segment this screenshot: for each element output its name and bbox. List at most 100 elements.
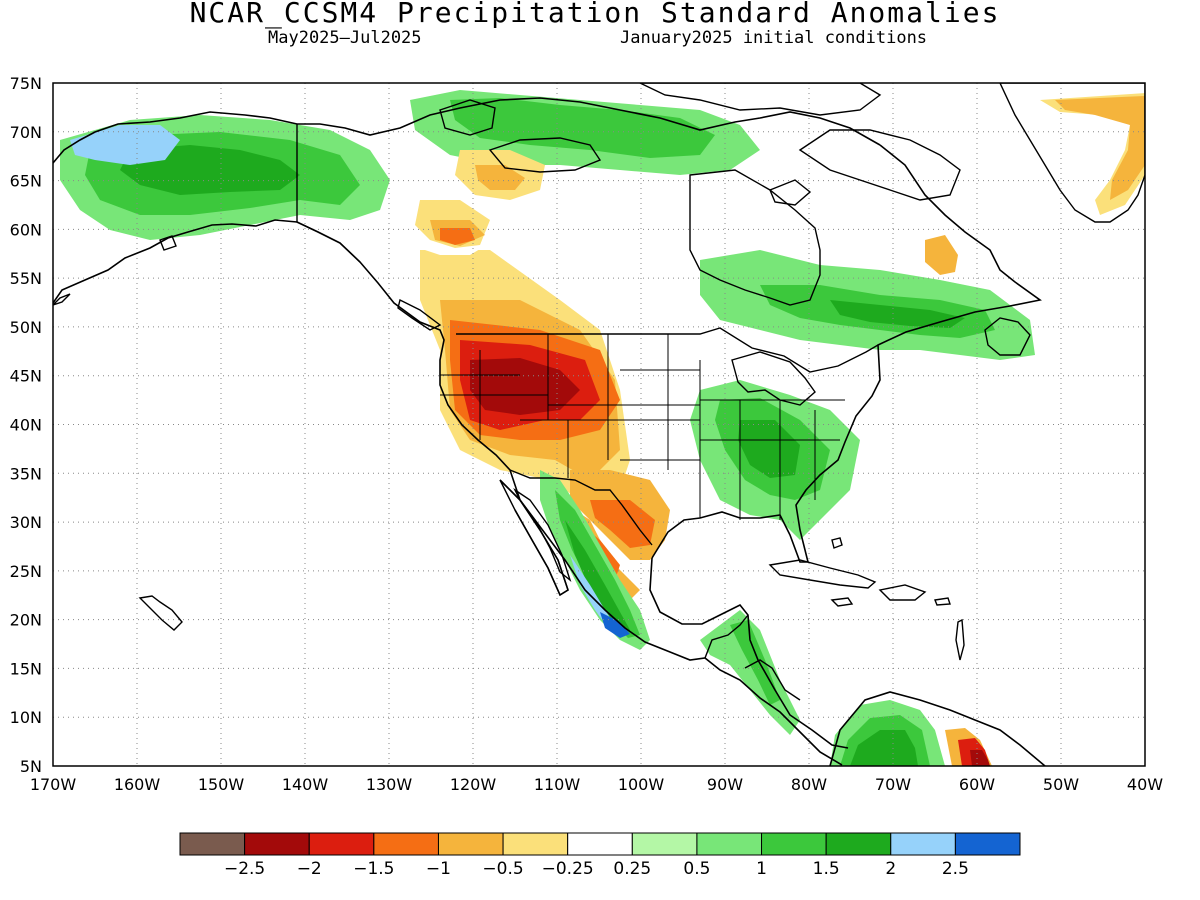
feature-cuba bbox=[770, 560, 875, 588]
colorbar-swatch bbox=[244, 832, 310, 856]
lat-label: 40N bbox=[10, 416, 42, 435]
lon-label: 170W bbox=[30, 775, 77, 794]
shading-east-canada-wet bbox=[830, 300, 965, 328]
gridlines bbox=[53, 83, 1145, 766]
colorbar-label: 1.5 bbox=[813, 859, 840, 879]
shading-mexico-west-wet bbox=[565, 520, 630, 632]
lat-label: 35N bbox=[10, 464, 42, 483]
political-borders bbox=[296, 124, 879, 701]
coastline-victoria-island bbox=[488, 137, 602, 173]
coastline-hispaniola bbox=[878, 584, 927, 601]
latitude-labels: 5N 10N 15N 20N 25N 30N 35N 40N 45N 50N 55N 60N 65N 70… bbox=[10, 74, 42, 776]
coastline bbox=[53, 97, 881, 164]
feature-great-lakes bbox=[732, 352, 815, 405]
coastline-greenland bbox=[999, 83, 1145, 223]
lon-label: 160W bbox=[114, 775, 161, 794]
coastline-ellesmere-island bbox=[639, 83, 882, 116]
coastline-baja-california bbox=[499, 479, 569, 597]
coastline-puerto-rico bbox=[934, 597, 951, 606]
colorbar-label: −2 bbox=[297, 859, 322, 879]
colorbar-label: 2 bbox=[885, 859, 896, 879]
coastline-banks-island bbox=[439, 99, 496, 136]
coastline bbox=[651, 144, 1042, 563]
colorbar-label: −2.5 bbox=[224, 859, 265, 879]
map-frame bbox=[52, 82, 1146, 767]
colorbar-swatch bbox=[696, 832, 763, 856]
lon-label: 130W bbox=[366, 775, 413, 794]
feature-hawaii bbox=[140, 596, 182, 630]
lon-label: 50W bbox=[1043, 775, 1079, 794]
lat-label: 30N bbox=[10, 513, 42, 532]
lon-label: 140W bbox=[282, 775, 329, 794]
shading-arctic-wet bbox=[450, 98, 715, 158]
colorbar-label: 2.5 bbox=[942, 859, 969, 879]
colorbar bbox=[179, 832, 1021, 856]
colorbar-swatch bbox=[373, 832, 439, 856]
border-central-america bbox=[744, 659, 801, 701]
shading-mexico-west-wet bbox=[600, 612, 630, 638]
coastline-cuba bbox=[768, 559, 877, 589]
coastline-baffin-island bbox=[798, 129, 961, 201]
lon-label: 40W bbox=[1127, 775, 1163, 794]
lat-label: 5N bbox=[20, 757, 42, 776]
lat-label: 75N bbox=[10, 74, 42, 93]
coastline-kodiak bbox=[159, 235, 177, 251]
lat-label: 45N bbox=[10, 367, 42, 386]
lat-label: 15N bbox=[10, 659, 42, 678]
shading-south-america-wet bbox=[850, 730, 918, 766]
lat-label: 60N bbox=[10, 220, 42, 239]
forecast-period: May2025–Jul2025 bbox=[268, 28, 422, 48]
shading-texas-dry bbox=[590, 500, 655, 548]
lon-label: 70W bbox=[875, 775, 911, 794]
coastlines bbox=[53, 83, 1145, 766]
colorbar-swatch bbox=[631, 832, 698, 856]
lon-label: 90W bbox=[707, 775, 743, 794]
lon-label: 60W bbox=[959, 775, 995, 794]
colorbar-swatch bbox=[825, 832, 892, 856]
lon-label: 110W bbox=[534, 775, 581, 794]
colorbar-swatch bbox=[179, 832, 246, 856]
lon-label: 100W bbox=[618, 775, 665, 794]
map-area bbox=[53, 83, 1145, 766]
colorbar-labels: −2.5 −2 −1.5 −1 −0.5 −0.25 0.25 0.5 1 1.5 2 2.5 bbox=[224, 859, 969, 879]
initial-conditions: January2025 initial conditions bbox=[620, 28, 928, 48]
coastline-vancouver-island bbox=[397, 298, 442, 331]
lat-label: 50N bbox=[10, 318, 42, 337]
colorbar-label: 0.5 bbox=[683, 859, 710, 879]
anomaly-shading bbox=[60, 90, 1145, 766]
colorbar-swatch bbox=[954, 832, 1021, 856]
lat-label: 65N bbox=[10, 172, 42, 191]
coastline-hawaii bbox=[138, 595, 183, 631]
coastline-newfoundland bbox=[984, 317, 1031, 356]
coastline-bahamas bbox=[831, 537, 843, 549]
map-title: NCAR_CCSM4 Precipitation Standard Anomal… bbox=[189, 0, 1001, 29]
coastline-lesser-antilles bbox=[955, 618, 965, 661]
lat-label: 10N bbox=[10, 708, 42, 727]
colorbar-label: 1 bbox=[756, 859, 767, 879]
shading-mexico-west-wet bbox=[555, 490, 640, 638]
longitude-labels: 170W 160W 150W 140W 130W 120W 110W 100W 90W 80W 70… bbox=[30, 775, 1163, 794]
feature-ellesmere-island bbox=[640, 83, 880, 115]
colorbar-swatch bbox=[567, 832, 633, 856]
shading-alaska-north-wet bbox=[70, 125, 180, 165]
lat-label: 20N bbox=[10, 611, 42, 630]
colorbar-swatch bbox=[308, 832, 375, 856]
colorbar-label: 0.25 bbox=[613, 859, 651, 879]
shoreline-great-lakes bbox=[731, 351, 816, 406]
border-us-canada bbox=[456, 327, 879, 373]
colorbar-swatch bbox=[890, 832, 956, 856]
border-mexico-guatemala bbox=[704, 614, 749, 659]
shading-east-us-wet bbox=[738, 420, 800, 478]
shading-greenland-dry bbox=[1055, 96, 1145, 200]
colorbar-label: −1.5 bbox=[353, 859, 394, 879]
colorbar-swatch bbox=[761, 832, 827, 856]
lat-label: 25N bbox=[10, 562, 42, 581]
lon-label: 120W bbox=[450, 775, 497, 794]
lat-label: 55N bbox=[10, 269, 42, 288]
colorbar-swatch bbox=[437, 832, 504, 856]
shading-nw-us-dry bbox=[470, 358, 580, 415]
shading-yukon-dry bbox=[475, 165, 525, 190]
colorbar-label: −0.5 bbox=[482, 859, 523, 879]
feature-aleutians bbox=[53, 294, 70, 305]
